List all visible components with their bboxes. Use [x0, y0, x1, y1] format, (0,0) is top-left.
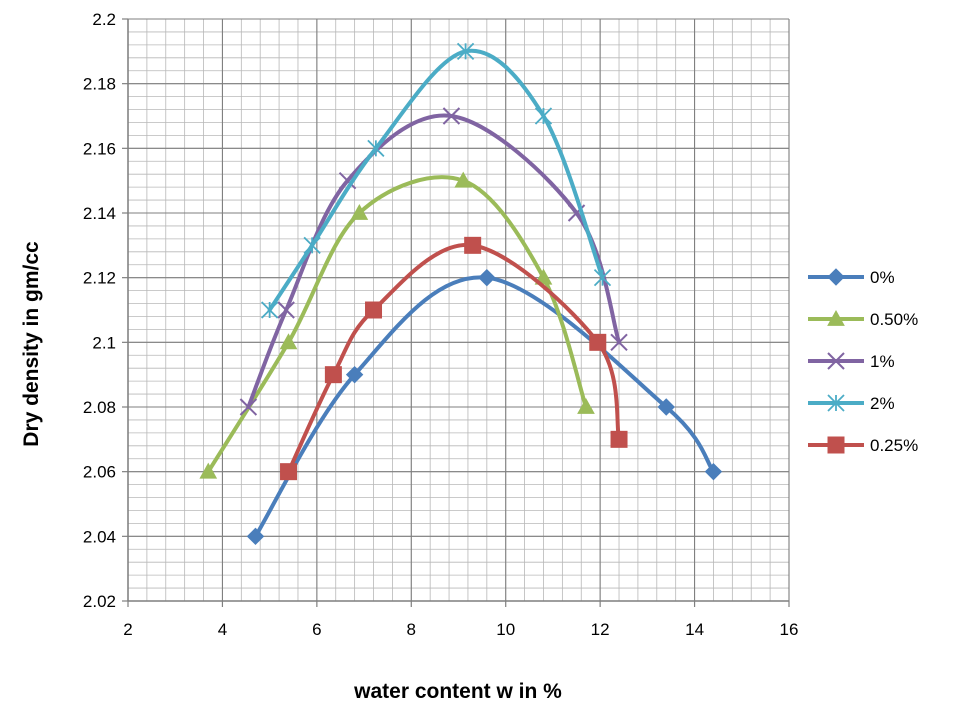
data-point: [279, 333, 298, 350]
data-point: [277, 301, 295, 319]
data-point: [589, 333, 607, 351]
x-tick-label: 8: [407, 620, 416, 639]
legend-label: 2%: [870, 394, 895, 413]
series-group: [199, 42, 723, 546]
legend-item: 0.50%: [808, 309, 918, 329]
x-tick-label: 4: [218, 620, 227, 639]
data-point: [657, 398, 675, 416]
y-tick-label: 2.1: [92, 333, 116, 352]
data-point: [345, 365, 364, 384]
data-point: [704, 462, 723, 481]
x-tick-label: 2: [123, 620, 132, 639]
legend-marker: [827, 394, 845, 412]
data-point: [464, 236, 482, 254]
x-tick-label: 14: [685, 620, 704, 639]
data-point-stroke: [338, 171, 357, 190]
y-axis-title: Dry density in gm/cc: [20, 241, 43, 447]
legend-label: 0.50%: [870, 310, 918, 329]
data-point-stroke: [610, 333, 628, 352]
legend-item: 0%: [808, 268, 895, 287]
data-point-stroke: [239, 398, 258, 416]
y-tick-label: 2.14: [83, 204, 116, 223]
legend-marker: [827, 268, 845, 286]
tick-labels: 2 4 6 8 10 12 14 16 2.02 2.04 2.06 2.08 2.1 2.12 2.14 2…: [83, 10, 799, 639]
data-point-stroke: [442, 107, 461, 125]
legend-marker: [827, 309, 845, 326]
x-tick-label: 16: [780, 620, 799, 639]
data-point: [350, 203, 369, 220]
x-tick-label: 10: [496, 620, 515, 639]
axes: [122, 18, 790, 607]
data-point: [280, 463, 298, 481]
y-tick-label: 2.2: [92, 10, 116, 29]
data-point: [610, 430, 628, 448]
data-point: [367, 139, 385, 157]
y-tick-label: 2.08: [83, 398, 116, 417]
data-point: [454, 171, 473, 188]
y-tick-label: 2.02: [83, 592, 116, 611]
data-point-stroke: [277, 301, 295, 319]
data-point: [610, 333, 628, 352]
legend-item: 2%: [808, 394, 895, 413]
x-tick-label: 12: [591, 620, 610, 639]
data-point: [261, 301, 279, 319]
y-tick-label: 2.12: [83, 269, 116, 288]
series-5: [280, 236, 628, 481]
y-tick-label: 2.18: [83, 75, 116, 94]
x-axis-title: water content w in %: [353, 680, 562, 703]
data-point: [324, 366, 342, 384]
x-tick-label: 6: [312, 620, 321, 639]
data-point: [442, 107, 461, 125]
data-point: [478, 268, 496, 287]
legend-label: 1%: [870, 352, 895, 371]
data-point: [246, 527, 265, 546]
data-point: [239, 398, 258, 416]
data-point: [593, 269, 612, 287]
legend-marker: [827, 436, 845, 454]
series-4: [261, 42, 612, 319]
legend: 0% 0.50% 1% 2% 0.25%: [808, 268, 918, 455]
data-point: [365, 301, 383, 319]
legend-item: 0.25%: [808, 436, 918, 455]
legend-marker: [827, 352, 845, 370]
y-tick-label: 2.04: [83, 527, 116, 546]
data-point: [303, 236, 321, 254]
data-point: [577, 397, 595, 414]
data-point: [534, 107, 553, 125]
data-point: [456, 42, 475, 60]
legend-item: 1%: [808, 352, 895, 371]
data-point: [338, 171, 357, 190]
legend-marker-stroke: [827, 352, 845, 370]
y-tick-label: 2.06: [83, 463, 116, 482]
series-1: [246, 268, 723, 546]
legend-label: 0.25%: [870, 436, 918, 455]
y-tick-label: 2.16: [83, 139, 116, 158]
legend-label: 0%: [870, 268, 895, 287]
data-point: [199, 462, 218, 479]
